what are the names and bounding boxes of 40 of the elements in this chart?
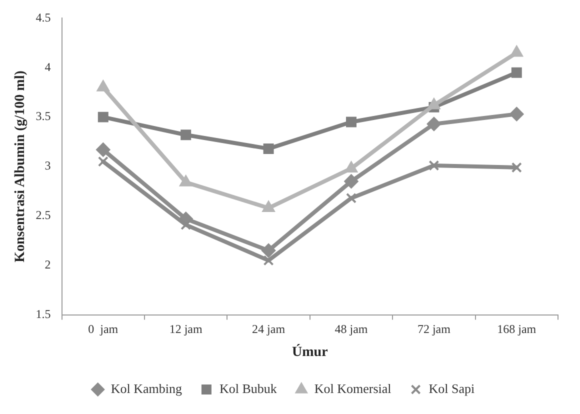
point [346, 116, 356, 128]
y-tick-label: 4.5 [36, 10, 51, 24]
point [263, 255, 274, 266]
point [180, 130, 192, 140]
y-tick-label: 1.5 [36, 306, 51, 321]
x-tick-label: 24 jam [252, 322, 286, 336]
y-tick-label: 3 [44, 158, 51, 173]
point [510, 107, 524, 122]
point [96, 142, 110, 157]
point [426, 116, 441, 131]
y-axis-title: Konsentrasi Albumin (g/100 ml) [13, 70, 28, 262]
x-tick-label: 48 jam [334, 322, 368, 336]
x-tick-label: 72 jam [417, 322, 452, 336]
legend-label: Kol Bubuk [219, 380, 278, 396]
point [428, 160, 440, 171]
legend-label: Kol Sapi [428, 380, 476, 396]
y-tick-label: 3.5 [36, 109, 51, 124]
x-tick-label: 168 jam [497, 322, 537, 336]
point [428, 98, 440, 110]
point [345, 161, 358, 172]
y-tick-label: 4 [44, 60, 51, 74]
point [262, 244, 276, 258]
point [344, 174, 358, 188]
point [346, 192, 356, 204]
legend-label: Kol Kambing [110, 380, 182, 396]
point [511, 67, 522, 78]
x-tick-label: 0 jam [88, 322, 119, 336]
y-tick-label: 2 [44, 258, 51, 272]
x-axis-title: Úmur [292, 343, 328, 360]
point [98, 156, 108, 167]
point [96, 80, 110, 92]
point [262, 201, 275, 212]
legend-label: Kol Komersial [314, 380, 392, 396]
point [510, 46, 523, 57]
x-tick-label: 12 jam [169, 322, 204, 336]
y-tick-label: 2.5 [36, 208, 51, 222]
point [180, 175, 192, 186]
point [511, 162, 522, 173]
point [263, 143, 274, 154]
point [98, 112, 108, 122]
